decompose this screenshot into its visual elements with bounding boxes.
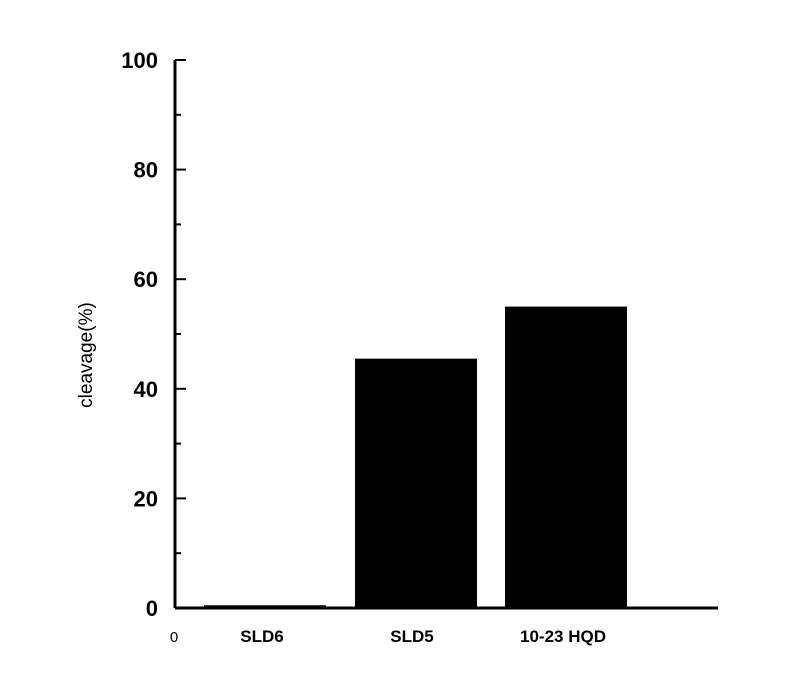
y-tick-label: 100 [121, 48, 158, 73]
x-category-label: SLD6 [240, 627, 283, 646]
bar-sld5 [355, 358, 477, 608]
y-axis-ticks [175, 59, 186, 609]
y-tick-label: 0 [146, 596, 158, 621]
x-origin-label: 0 [170, 629, 178, 646]
x-category-label: 10-23 HQD [520, 627, 606, 646]
y-tick-label: 40 [134, 377, 158, 402]
y-axis-title: cleavage(%) [76, 302, 97, 408]
bars-group [204, 306, 627, 608]
y-tick-label: 80 [134, 158, 158, 183]
y-axis-tick-labels: 0 20 40 60 80 100 [121, 48, 158, 621]
x-axis-category-labels: SLD6 SLD5 10-23 HQD [240, 627, 606, 646]
x-category-label: SLD5 [390, 627, 433, 646]
y-tick-label: 20 [134, 486, 158, 511]
bar-10-23-hqd [505, 306, 627, 608]
y-tick-label: 60 [134, 267, 158, 292]
